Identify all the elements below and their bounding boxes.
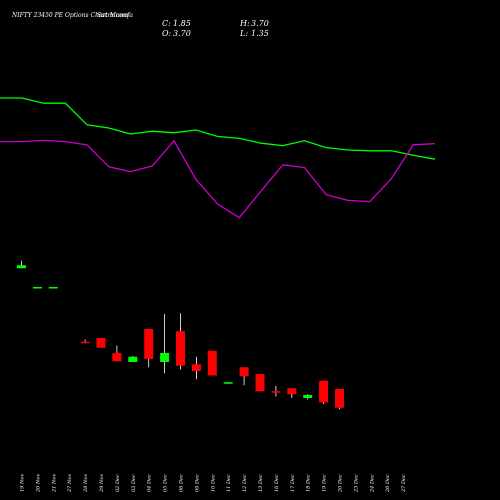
candle <box>144 329 154 368</box>
x-tick-label: 27 Nov <box>67 474 73 493</box>
candles <box>17 260 344 410</box>
candle <box>271 386 281 397</box>
candle <box>80 339 90 344</box>
candle <box>48 287 58 289</box>
close-value: 1.85 <box>173 19 191 28</box>
candle <box>32 287 42 289</box>
candle <box>17 260 26 269</box>
low-label: L: <box>239 29 248 38</box>
x-tick-label: 20 Dec <box>338 474 344 493</box>
x-tick-label: 10 Dec <box>210 474 216 492</box>
x-tick-label: 20 Nov <box>35 474 41 493</box>
candle <box>335 389 344 410</box>
candle-body <box>255 374 265 392</box>
candle-body <box>223 382 233 384</box>
x-tick-label: 13 Dec <box>258 474 264 492</box>
candle-body <box>32 287 42 289</box>
x-axis-ticks: 19 Nov 20 Nov 21 Nov 27 Nov 28 Nov 29 Nov 02 D… <box>20 474 408 493</box>
candle <box>160 314 170 374</box>
x-tick-label: 19 Nov <box>20 474 26 492</box>
candle-body <box>335 389 344 408</box>
x-tick-label: 29 Nov <box>99 474 105 493</box>
candle <box>96 338 106 348</box>
candle <box>191 356 201 380</box>
candle-body <box>207 350 217 376</box>
x-tick-label: 09 Dec <box>194 474 200 492</box>
x-tick-label: 16 Dec <box>274 474 280 492</box>
candle <box>112 345 122 362</box>
x-tick-label: 11 Dec <box>226 474 232 492</box>
chart-title: NIFTY 23450 PE Options Chart Munafa <box>11 12 133 19</box>
x-tick-label: 03 Dec <box>131 474 137 492</box>
open-label: O: <box>162 29 172 38</box>
candle-body <box>271 391 281 393</box>
x-tick-label: 17 Dec <box>290 474 296 492</box>
candle-body <box>112 353 122 362</box>
candle <box>239 367 249 386</box>
candle-body <box>239 367 249 377</box>
x-tick-label: 02 Dec <box>115 474 121 492</box>
candle-body <box>144 329 154 359</box>
candle-body <box>17 265 26 269</box>
x-tick-label: 19 Dec <box>322 474 328 492</box>
magenta-line <box>0 139 436 219</box>
candle <box>287 388 297 398</box>
high-label: H: <box>239 19 250 28</box>
x-tick-label: 06 Dec <box>179 474 185 492</box>
candle-body <box>287 388 297 395</box>
x-tick-label: 28 Nov <box>83 474 89 493</box>
candle <box>255 374 265 392</box>
indicator-lines <box>0 97 436 219</box>
x-tick-label: 27 Dec <box>401 474 407 493</box>
candle <box>223 382 233 384</box>
x-tick-label: 26 Dec <box>385 474 391 493</box>
x-tick-label: 21 Nov <box>51 474 57 493</box>
x-tick-label: 18 Dec <box>306 474 312 492</box>
candle <box>207 350 217 376</box>
candle-body <box>191 364 201 371</box>
close-label: C: <box>162 19 171 28</box>
candle <box>128 356 138 362</box>
candle-body <box>48 287 58 289</box>
candle <box>319 380 329 404</box>
candle-body <box>176 331 185 366</box>
candle <box>176 313 185 370</box>
x-tick-label: 23 Dec <box>353 474 359 493</box>
candle-body <box>128 356 138 362</box>
candle-body <box>303 395 313 398</box>
candle-body <box>319 380 329 403</box>
green-line <box>0 97 436 160</box>
candle-body <box>160 353 170 362</box>
x-tick-label: 04 Dec <box>147 474 153 492</box>
chart-watermark: Sutra.com <box>97 12 129 19</box>
candle <box>303 394 313 400</box>
open-value: 3.70 <box>173 29 191 38</box>
x-tick-label: 12 Dec <box>242 474 248 492</box>
x-tick-label: 24 Dec <box>369 474 375 493</box>
candle-body <box>80 341 90 344</box>
x-tick-label: 05 Dec <box>163 474 169 492</box>
high-value: 3.70 <box>251 19 269 28</box>
low-value: 1.35 <box>251 29 269 38</box>
candle-body <box>96 338 106 348</box>
